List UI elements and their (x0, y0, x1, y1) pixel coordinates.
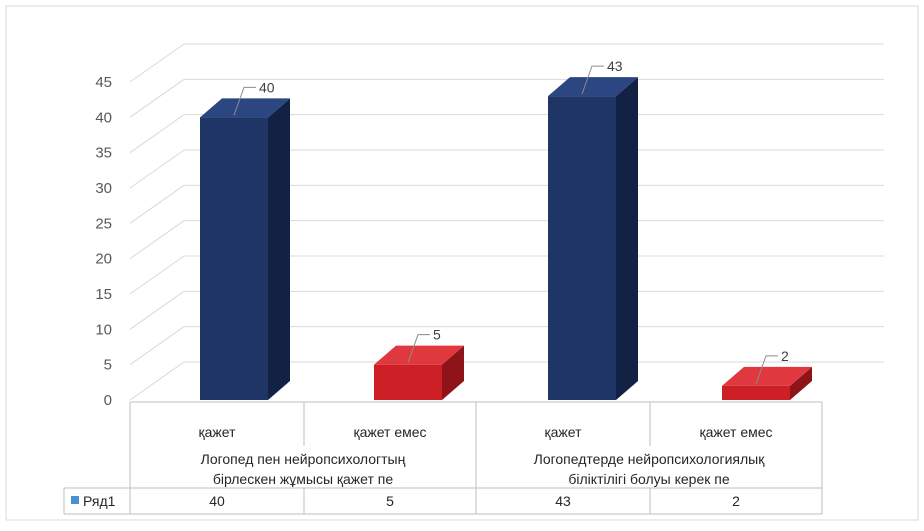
group-label: біліктілігі болуы керек пе (568, 471, 729, 487)
bar-side (268, 98, 290, 400)
gridline-side (129, 78, 185, 118)
y-tick-label: 0 (104, 392, 112, 409)
category-label: қажет (544, 424, 582, 440)
y-tick-label: 45 (95, 74, 112, 91)
y-tick-label: 30 (95, 180, 112, 197)
table-value: 43 (555, 493, 571, 509)
chart-border (5, 5, 919, 521)
gridline-side (129, 184, 185, 224)
table-value: 40 (209, 493, 225, 509)
bars (200, 77, 812, 400)
bar-top (722, 366, 812, 386)
data-label: 43 (607, 58, 623, 74)
gridline-side (129, 326, 185, 366)
gridline-side (129, 149, 185, 189)
bar-side (616, 77, 638, 400)
leader-line (407, 334, 430, 363)
leader-line (581, 65, 604, 95)
y-tick-label: 10 (95, 321, 112, 338)
table-value: 2 (732, 493, 740, 509)
category-label: қажет емес (699, 424, 772, 440)
bar-top (548, 77, 638, 97)
bar-side (442, 345, 464, 400)
data-label: 2 (781, 348, 789, 364)
y-tick-label: 15 (95, 286, 112, 303)
table-value: 5 (386, 493, 394, 509)
series-name: Ряд1 (83, 493, 116, 509)
bar (374, 364, 442, 400)
y-tick-label: 35 (95, 145, 112, 162)
group-label: Логопед пен нейропсихологтың (201, 451, 406, 467)
data-label: 5 (433, 327, 441, 343)
category-label: қажет (198, 424, 236, 440)
bar-top (200, 98, 290, 118)
y-tick-label: 25 (95, 215, 112, 232)
bar (722, 385, 790, 400)
bar-top (374, 345, 464, 365)
data-labels: 40 5 43 2 (233, 58, 789, 385)
bar (548, 96, 616, 400)
legend-key (71, 496, 79, 504)
gridline-side (129, 114, 185, 154)
gridline-side (129, 220, 185, 260)
leader-line (233, 86, 256, 116)
leader-line (755, 355, 778, 385)
gridline-side (129, 290, 185, 330)
bar (200, 117, 268, 400)
category-label: қажет емес (353, 424, 426, 440)
data-table: қажет қажет емес қажет қажет емес Логопед пе… (63, 401, 823, 515)
y-tick-label: 5 (104, 357, 112, 374)
gridline-side (129, 43, 185, 83)
group-label: бірлескен жұмысы қажет пе (213, 471, 394, 487)
group-label: Логопедтерде нейропсихологиялық (534, 451, 766, 467)
gridline-side (129, 361, 185, 401)
y-tick-label: 20 (95, 251, 112, 268)
data-label: 40 (259, 79, 275, 95)
bar-side (790, 366, 812, 400)
y-tick-label: 40 (95, 109, 112, 126)
gridline-side (129, 255, 185, 295)
